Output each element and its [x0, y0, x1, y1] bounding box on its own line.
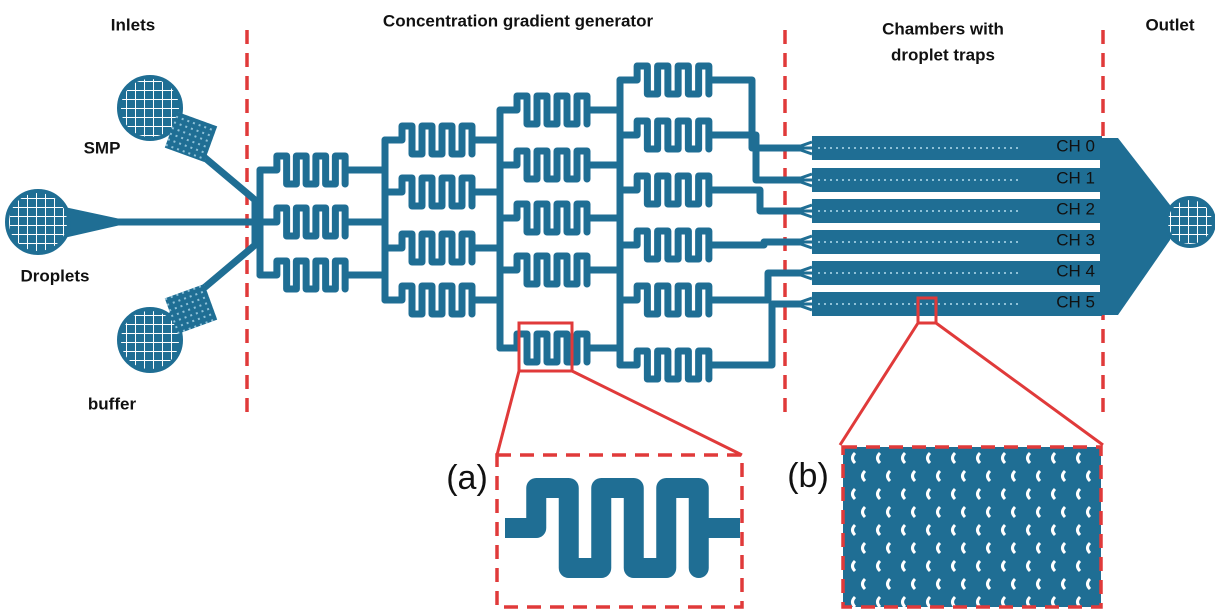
- serpentine: [385, 126, 477, 154]
- chamber-inlet: [795, 205, 812, 217]
- zoom-line: [497, 371, 742, 455]
- serpentine: [500, 151, 592, 179]
- chamber-label: CH 1: [1056, 168, 1095, 187]
- gradient-generator: [255, 66, 800, 379]
- chamber-label: CH 3: [1056, 230, 1095, 249]
- section-title: droplet traps: [891, 45, 995, 64]
- serpentine: [620, 121, 714, 149]
- section-title: Concentration gradient generator: [383, 11, 654, 30]
- chamber-inlet: [795, 174, 812, 186]
- section-title: Outlet: [1145, 15, 1194, 34]
- channel: [714, 242, 800, 245]
- serpentine: [620, 351, 714, 379]
- chamber-inlet: [795, 142, 812, 154]
- chamber-inlet: [795, 298, 812, 310]
- channel: [714, 135, 800, 180]
- chamber-inlet: [795, 267, 812, 279]
- outlet-port: [1166, 198, 1214, 246]
- serpentine: [500, 256, 592, 284]
- chamber-label: CH 0: [1056, 136, 1095, 155]
- serpentine-zoom: [505, 488, 740, 568]
- chamber-inlet: [795, 236, 812, 248]
- serpentine: [620, 286, 714, 314]
- chamber-label: CH 5: [1056, 292, 1095, 311]
- chamber-label: CH 4: [1056, 261, 1095, 280]
- outlet-funnel: [1100, 138, 1170, 315]
- section-title: Inlets: [111, 15, 155, 34]
- inlet-port: [7, 191, 69, 253]
- section-title: Chambers with: [882, 19, 1004, 38]
- panel-label: (a): [446, 459, 488, 497]
- chambers: CH 0 CH 1 CH 2 CH 3 CH 4 CH 5: [795, 136, 1102, 316]
- serpentine: [260, 261, 350, 289]
- inlet-label: Droplets: [21, 266, 90, 285]
- channel: [714, 273, 800, 300]
- serpentine: [385, 234, 477, 262]
- serpentine: [260, 208, 350, 236]
- inlet-port: [119, 309, 181, 371]
- panel-a-content: [505, 488, 740, 568]
- inlets: SMP Droplets buffer: [7, 77, 255, 413]
- serpentine: [385, 286, 477, 314]
- channel: [714, 304, 800, 365]
- zoom-line: [840, 323, 1103, 445]
- panel-b-content: [843, 447, 1101, 607]
- serpentine: [500, 334, 592, 362]
- serpentine: [620, 176, 714, 204]
- serpentine: [620, 231, 714, 259]
- serpentine: [500, 204, 592, 232]
- channel: [714, 190, 800, 211]
- serpentine: [620, 66, 714, 94]
- serpentine: [500, 96, 592, 124]
- panel-label: (b): [787, 457, 829, 495]
- inlet-label: buffer: [88, 394, 137, 413]
- chamber-label: CH 2: [1056, 199, 1095, 218]
- microfluidic-diagram: Inlets Concentration gradient generator …: [0, 0, 1215, 610]
- inlet-label: SMP: [84, 138, 121, 157]
- serpentine: [385, 178, 477, 206]
- serpentine: [260, 156, 350, 184]
